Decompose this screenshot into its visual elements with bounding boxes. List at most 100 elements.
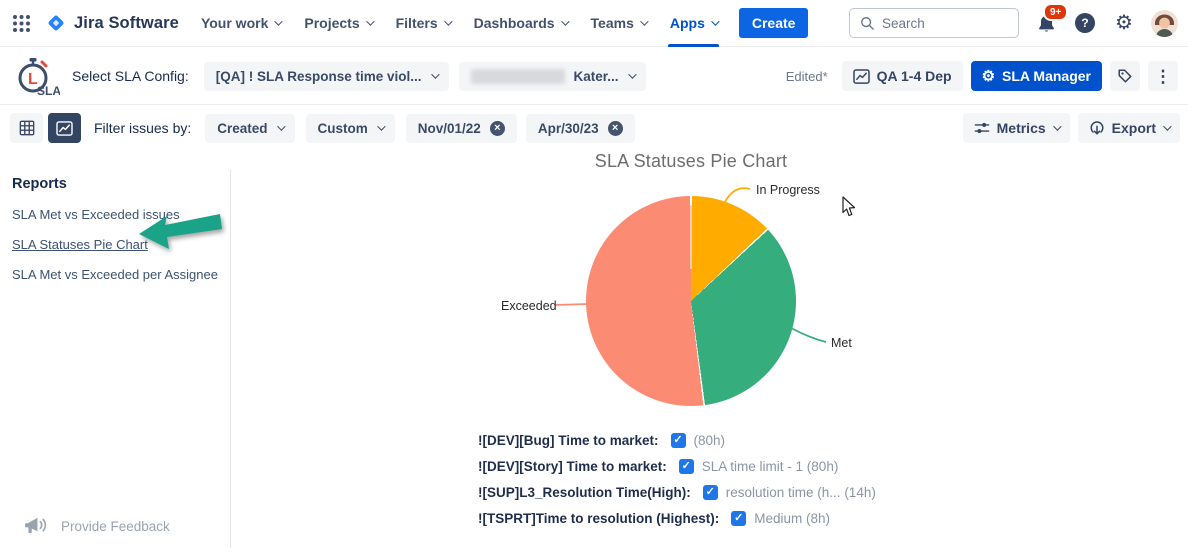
report-link-per-assignee[interactable]: SLA Met vs Exceeded per Assignee xyxy=(12,267,218,282)
sla-setting-label: ![TSPRT]Time to resolution (Highest): xyxy=(478,510,720,526)
export-button[interactable]: Export xyxy=(1077,113,1180,143)
sla-setting-label: ![DEV][Story] Time to market: xyxy=(478,458,667,474)
chart-view-toggle[interactable] xyxy=(48,113,81,143)
nav-apps[interactable]: Apps xyxy=(658,0,729,47)
report-link-met-vs-exceeded[interactable]: SLA Met vs Exceeded issues xyxy=(12,207,180,222)
jira-logo[interactable]: Jira Software xyxy=(45,12,179,34)
sla-setting-label: ![DEV][Bug] Time to market: xyxy=(478,432,659,448)
more-options-button[interactable]: ⋮ xyxy=(1148,61,1178,91)
line-chart-icon xyxy=(56,120,73,136)
gear-icon: ⚙ xyxy=(1115,12,1133,34)
sliders-icon xyxy=(974,122,989,134)
chevron-down-icon xyxy=(640,17,649,26)
filter-bar: Filter issues by: Created Custom Nov/01/… xyxy=(0,106,1188,150)
nav-your-work[interactable]: Your work xyxy=(189,0,292,47)
metrics-button[interactable]: Metrics xyxy=(962,113,1070,143)
chevron-down-icon xyxy=(1163,122,1172,131)
pie-label-exceeded: Exceeded xyxy=(501,299,557,313)
user-avatar[interactable] xyxy=(1151,9,1178,37)
date-from-chip[interactable]: Nov/01/22 × xyxy=(405,113,517,143)
nav-teams[interactable]: Teams xyxy=(579,0,658,47)
notification-badge: 9+ xyxy=(1043,3,1069,21)
settings-button[interactable]: ⚙ xyxy=(1112,9,1136,37)
edited-status: Edited* xyxy=(785,68,828,84)
qa-dashboard-button[interactable]: QA 1-4 Dep xyxy=(841,61,963,91)
checkbox-checked[interactable]: ✓ xyxy=(702,484,718,500)
question-mark-icon: ? xyxy=(1075,13,1095,33)
chevron-down-icon xyxy=(430,70,440,79)
create-button[interactable]: Create xyxy=(738,8,809,38)
notifications-button[interactable]: 9+ xyxy=(1034,3,1069,37)
redacted-text xyxy=(470,68,565,84)
svg-text:L: L xyxy=(28,71,38,88)
chevron-down-icon xyxy=(627,70,637,79)
chevron-down-icon xyxy=(560,17,570,26)
pie-label-in-progress: In Progress xyxy=(756,183,820,197)
chevron-down-icon xyxy=(276,122,286,131)
filter-label: Filter issues by: xyxy=(94,120,192,136)
nav-filters[interactable]: Filters xyxy=(384,0,462,47)
search-input[interactable] xyxy=(882,15,992,31)
sla-setting-value: Medium (8h) xyxy=(754,510,831,526)
provide-feedback-button[interactable]: Provide Feedback xyxy=(24,516,170,536)
sla-config-bar: L SLA Select SLA Config: [QA] ! SLA Resp… xyxy=(0,48,1188,105)
megaphone-icon xyxy=(25,517,47,534)
custom-range-dropdown[interactable]: Custom xyxy=(305,113,395,143)
chevron-down-icon xyxy=(1052,122,1062,131)
tag-icon xyxy=(1118,69,1132,83)
search-icon xyxy=(861,17,874,30)
checkbox-checked[interactable]: ✓ xyxy=(670,432,686,448)
svg-text:SLA: SLA xyxy=(37,84,60,97)
top-navigation: Jira Software Your work Projects Filters… xyxy=(0,0,1188,47)
checkbox-checked[interactable]: ✓ xyxy=(731,510,747,526)
met-leader-line xyxy=(790,327,827,343)
sidebar-divider xyxy=(230,170,231,548)
sla-setting-row: ![DEV][Story] Time to market: ✓ SLA time… xyxy=(478,457,876,475)
brand-name: Jira Software xyxy=(74,13,179,32)
chevron-down-icon xyxy=(365,17,375,26)
export-download-icon xyxy=(1090,121,1104,135)
sla-setting-row: ![SUP]L3_Resolution Time(High): ✓ resolu… xyxy=(478,483,876,501)
sla-setting-label: ![SUP]L3_Resolution Time(High): xyxy=(478,484,691,500)
vertical-dots-icon: ⋮ xyxy=(1154,66,1172,86)
created-dropdown[interactable]: Created xyxy=(205,113,295,143)
help-button[interactable]: ? xyxy=(1073,9,1097,37)
line-chart-icon xyxy=(852,68,870,84)
close-icon[interactable]: × xyxy=(489,120,505,136)
checkbox-checked[interactable]: ✓ xyxy=(678,458,694,474)
sla-setting-value: resolution time (h... (14h) xyxy=(725,484,876,500)
date-to-chip[interactable]: Apr/30/23 × xyxy=(525,113,635,143)
table-grid-icon xyxy=(19,120,34,136)
chevron-down-icon xyxy=(711,17,720,26)
pie-chart[interactable] xyxy=(586,196,796,406)
report-link-statuses-pie-chart[interactable]: SLA Statuses Pie Chart xyxy=(12,237,148,252)
reports-sidebar: Reports SLA Met vs Exceeded issues SLA S… xyxy=(0,150,230,282)
nav-projects[interactable]: Projects xyxy=(292,0,383,47)
gear-icon: ⚙ xyxy=(981,67,996,85)
pie-label-met: Met xyxy=(831,336,852,350)
sla-app-logo: L SLA xyxy=(12,51,61,102)
app-switcher-icon[interactable] xyxy=(12,14,31,33)
chevron-down-icon xyxy=(376,122,386,131)
reports-heading: Reports xyxy=(12,176,67,192)
sla-manager-button[interactable]: ⚙ SLA Manager xyxy=(970,61,1102,91)
sla-setting-row: ![DEV][Bug] Time to market: ✓ (80h) xyxy=(478,431,876,449)
select-config-label: Select SLA Config: xyxy=(72,68,189,84)
exceeded-leader-line xyxy=(554,303,589,306)
chevron-down-icon xyxy=(443,17,453,26)
table-view-toggle[interactable] xyxy=(10,113,43,143)
chevron-down-icon xyxy=(274,17,284,26)
chart-title: SLA Statuses Pie Chart xyxy=(594,151,788,171)
sla-setting-value: (80h) xyxy=(693,432,726,448)
nav-dashboards[interactable]: Dashboards xyxy=(462,0,579,47)
close-icon[interactable]: × xyxy=(607,120,623,136)
feedback-label: Provide Feedback xyxy=(61,518,170,534)
grid-dots-icon xyxy=(13,14,30,32)
tag-button[interactable] xyxy=(1110,61,1140,91)
sla-config-dropdown[interactable]: [QA] ! SLA Response time viol... xyxy=(203,61,449,91)
global-search[interactable] xyxy=(849,8,1019,38)
sla-settings-list: ![DEV][Bug] Time to market: ✓ (80h) ![DE… xyxy=(478,431,876,527)
avatar-image xyxy=(1151,9,1178,37)
user-filter-dropdown[interactable]: Kater... xyxy=(458,61,646,91)
mouse-cursor xyxy=(842,196,856,217)
